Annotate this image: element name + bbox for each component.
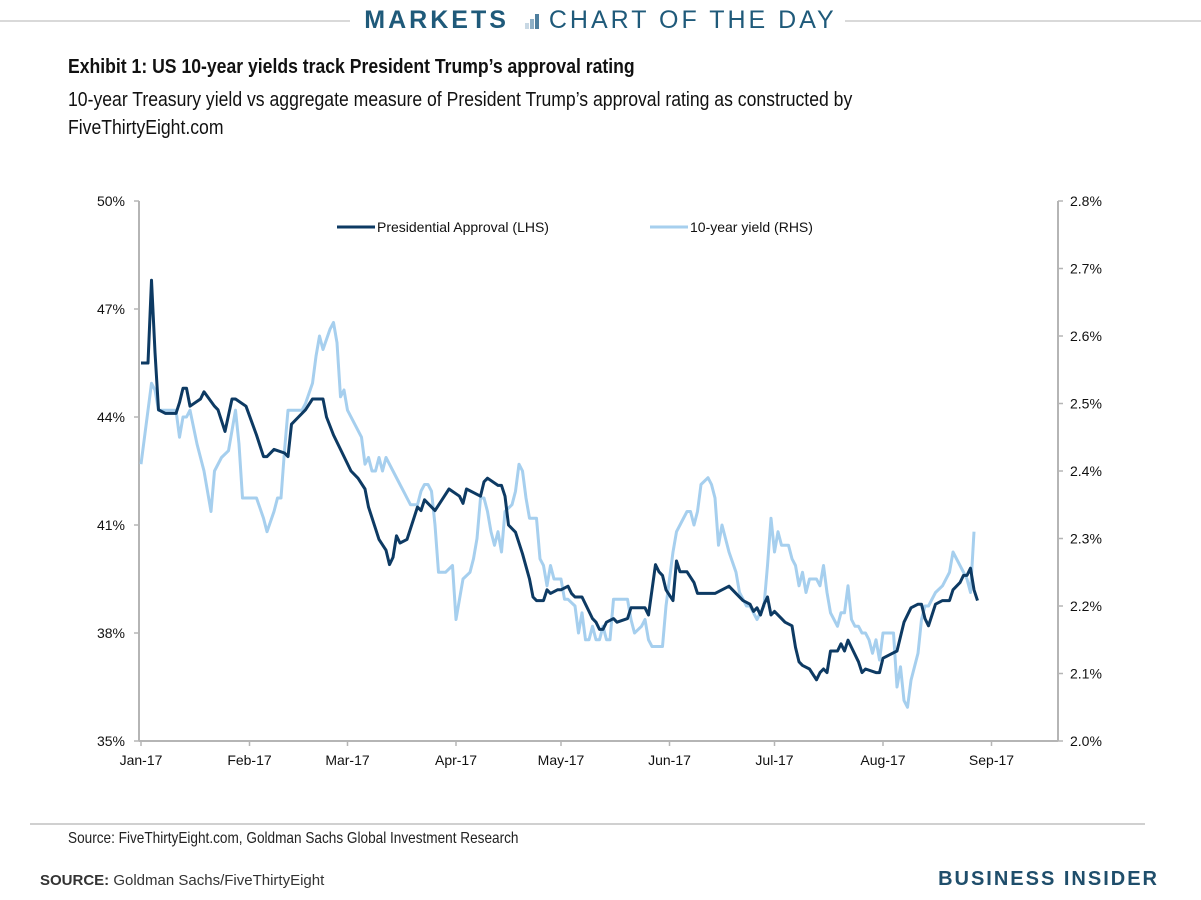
left-tick-label: 47%: [97, 301, 125, 317]
yield-line: [139, 321, 976, 709]
right-tick-label: 2.7%: [1070, 261, 1102, 277]
right-tick-label: 2.1%: [1070, 666, 1102, 682]
legend-yield-label: 10-year yield (RHS): [690, 219, 813, 235]
x-tick-label: Jan-17: [120, 752, 163, 768]
series-lines: [139, 278, 979, 709]
legend: Presidential Approval (LHS) 10-year yield…: [337, 219, 813, 235]
approval-line: [141, 278, 979, 682]
legend-approval-label: Presidential Approval (LHS): [377, 219, 549, 235]
right-tick-label: 2.3%: [1070, 531, 1102, 547]
bar-chart-icon: [524, 13, 541, 29]
left-tick-label: 41%: [97, 517, 125, 533]
x-tick-label: Jul-17: [755, 752, 793, 768]
left-tick-label: 38%: [97, 625, 125, 641]
left-tick-label: 35%: [97, 733, 125, 749]
source-value: Goldman Sachs/FiveThirtyEight: [113, 872, 325, 889]
source-line: SOURCE: Goldman Sachs/FiveThirtyEight: [40, 872, 324, 889]
right-tick-label: 2.4%: [1070, 463, 1102, 479]
x-tick-label: Feb-17: [227, 752, 272, 768]
business-insider-logo: BUSINESS INSIDER: [938, 868, 1159, 890]
right-tick-label: 2.8%: [1070, 193, 1102, 209]
source-label: SOURCE:: [40, 872, 110, 889]
banner-rule-left: [0, 20, 350, 22]
axes: 35% 38% 41% 44% 47% 50% 2.0% 2.1% 2.2% 2.3% 2.4% 2.…: [97, 193, 1102, 768]
right-tick-label: 2.2%: [1070, 598, 1102, 614]
x-tick-label: Mar-17: [325, 752, 370, 768]
banner-rule-right: [838, 20, 1201, 22]
x-tick-label: Apr-17: [435, 752, 477, 768]
x-tick-label: Aug-17: [860, 752, 905, 768]
left-tick-label: 50%: [97, 193, 125, 209]
left-tick-label: 44%: [97, 409, 125, 425]
banner-title: MARKETS CHART OF THE DAY: [0, 6, 1201, 35]
chart-title: Exhibit 1: US 10-year yields track Presi…: [68, 56, 635, 78]
x-tick-label: Sep-17: [969, 752, 1014, 768]
right-tick-label: 2.0%: [1070, 733, 1102, 749]
banner-chart-of-the-day: CHART OF THE DAY: [548, 6, 837, 34]
banner-markets: MARKETS: [364, 6, 509, 34]
x-tick-label: Jun-17: [648, 752, 691, 768]
chart-source-note: Source: FiveThirtyEight.com, Goldman Sac…: [68, 830, 519, 847]
x-tick-label: May-17: [538, 752, 585, 768]
footer-divider: [30, 823, 1145, 825]
right-tick-label: 2.6%: [1070, 328, 1102, 344]
banner: MARKETS CHART OF THE DAY: [0, 0, 1201, 42]
right-tick-label: 2.5%: [1070, 396, 1102, 412]
chart-subtitle: 10-year Treasury yield vs aggregate meas…: [68, 89, 853, 139]
